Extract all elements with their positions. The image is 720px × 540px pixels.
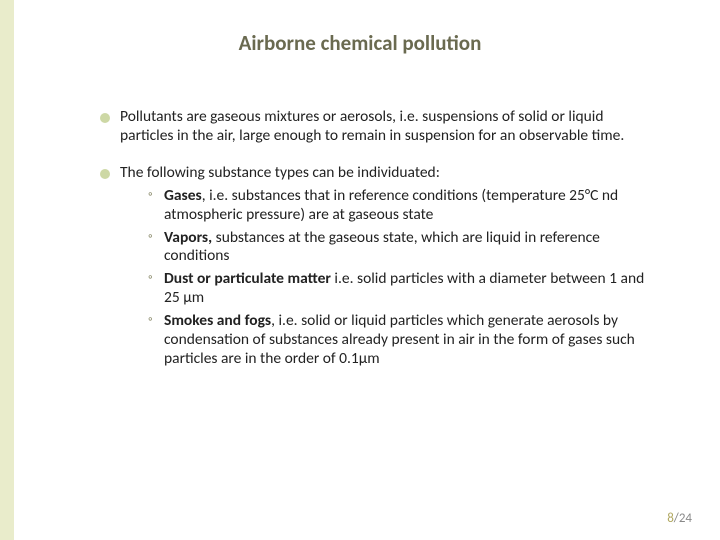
sub-bullet-icon: ◦ xyxy=(148,312,153,328)
bullet-dot-icon xyxy=(100,113,110,123)
left-accent-stripe xyxy=(0,0,14,540)
page-number: 8/24 xyxy=(667,511,692,526)
slide-body: Pollutants are gaseous mixtures or aeros… xyxy=(100,108,660,387)
sub-bullet-icon: ◦ xyxy=(148,229,153,245)
sub-item-rest: , i.e. substances that in reference cond… xyxy=(164,186,618,224)
bullet-item: Pollutants are gaseous mixtures or aeros… xyxy=(100,108,660,146)
sub-item: ◦ Gases, i.e. substances that in referen… xyxy=(148,187,660,225)
sub-item: ◦ Dust or particulate matter i.e. solid … xyxy=(148,270,660,308)
sub-item-rest: substances at the gaseous state, which a… xyxy=(164,228,600,266)
sub-item-bold: Vapors, xyxy=(164,228,212,247)
slide-title: Airborne chemical pollution xyxy=(0,30,720,56)
sub-list: ◦ Gases, i.e. substances that in referen… xyxy=(148,187,660,369)
bullet-text: Pollutants are gaseous mixtures or aeros… xyxy=(120,107,624,145)
sub-item: ◦ Vapors, substances at the gaseous stat… xyxy=(148,229,660,267)
bullet-text: The following substance types can be ind… xyxy=(120,163,440,182)
sub-item-bold: Dust or particulate matter xyxy=(164,269,331,288)
page-total: /24 xyxy=(674,511,692,526)
sub-item: ◦ Smokes and fogs, i.e. solid or liquid … xyxy=(148,312,660,369)
page-current: 8 xyxy=(667,511,674,526)
sub-bullet-icon: ◦ xyxy=(148,187,153,203)
sub-item-bold: Gases xyxy=(164,186,202,205)
sub-bullet-icon: ◦ xyxy=(148,270,153,286)
sub-item-bold: Smokes and fogs xyxy=(164,311,271,330)
bullet-item: The following substance types can be ind… xyxy=(100,164,660,369)
bullet-dot-icon xyxy=(100,169,110,179)
